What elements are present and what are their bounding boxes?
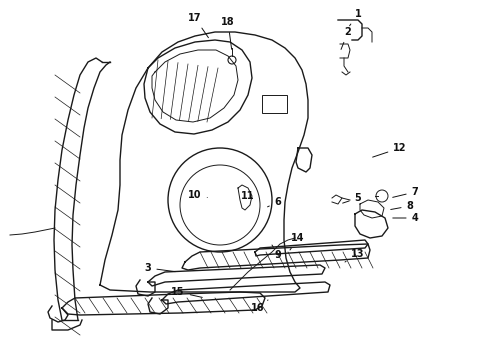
Text: 8: 8 <box>391 201 414 211</box>
Text: 13: 13 <box>345 249 365 262</box>
Text: 5: 5 <box>343 193 362 203</box>
Text: 16: 16 <box>251 300 268 313</box>
Text: 17: 17 <box>188 13 208 38</box>
Text: 4: 4 <box>393 213 418 223</box>
Text: 10: 10 <box>188 190 207 200</box>
Text: 2: 2 <box>341 27 351 49</box>
Text: 1: 1 <box>349 9 362 26</box>
Text: 3: 3 <box>145 263 175 273</box>
Text: 11: 11 <box>241 191 255 201</box>
Text: 14: 14 <box>290 233 305 250</box>
Text: 7: 7 <box>392 187 418 197</box>
Bar <box>262 95 287 113</box>
Text: 18: 18 <box>221 17 235 49</box>
Text: 12: 12 <box>372 143 407 157</box>
Text: 9: 9 <box>272 245 281 260</box>
Text: 6: 6 <box>268 197 281 207</box>
Text: 15: 15 <box>171 287 202 297</box>
